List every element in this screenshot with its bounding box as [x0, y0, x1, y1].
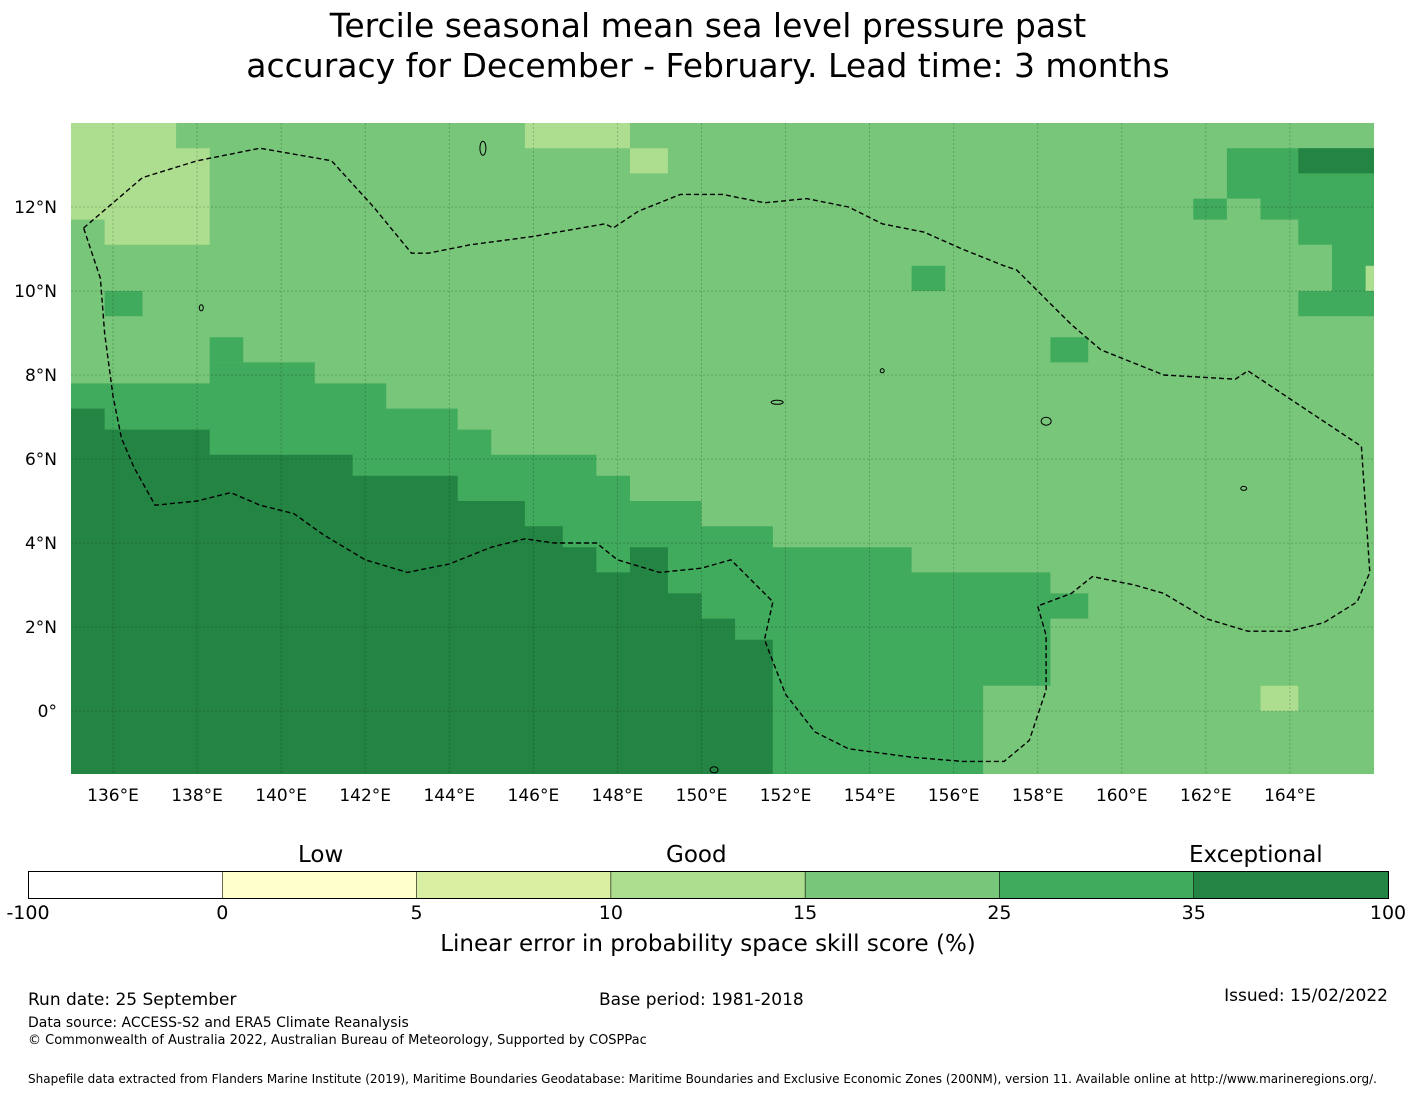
colorbar-bin: [999, 871, 1194, 899]
colorbar-tick-label: 25: [987, 902, 1012, 924]
x-tick-labels: 136°E 138°E 140°E 142°E 144°E 146°E 148°E 150°E…: [87, 786, 1316, 806]
x-tick-label: 150°E: [676, 786, 728, 806]
x-tick-label: 138°E: [171, 786, 223, 806]
skill-region-c35: [104, 148, 1374, 573]
x-tick-label: 160°E: [1096, 786, 1148, 806]
skill-map: 136°E 138°E 140°E 142°E 144°E 146°E 148°E 150°E…: [14, 123, 1374, 806]
island-outline: [479, 140, 487, 156]
title-line-1: Tercile seasonal mean sea level pressure…: [329, 6, 1087, 45]
category-exceptional: Exceptional: [1189, 842, 1323, 868]
colorbar: [28, 871, 1389, 899]
colorbar-bin: [610, 871, 806, 899]
skill-region-c100: [71, 408, 773, 774]
y-tick-label: 4°N: [25, 534, 57, 554]
island-outline: [198, 304, 204, 312]
x-tick-label: 136°E: [87, 786, 139, 806]
colorbar-tick-label: 15: [793, 902, 818, 924]
colorbar-label: Linear error in probability space skill …: [440, 931, 976, 957]
x-tick-label: 158°E: [1012, 786, 1064, 806]
y-tick-label: 10°N: [14, 282, 57, 302]
copyright: © Commonwealth of Australia 2022, Austra…: [28, 1033, 647, 1048]
skill-region-c15: [71, 123, 1374, 711]
colorbar-tick-label: 100: [1369, 902, 1407, 924]
island-outline: [709, 766, 719, 774]
island-outline: [1040, 416, 1052, 426]
island-outline: [770, 399, 784, 405]
x-tick-label: 154°E: [844, 786, 896, 806]
run-date: Run date: 25 September: [28, 990, 237, 1010]
colorbar-tick-label: 5: [410, 902, 423, 924]
island-outline: [879, 368, 885, 374]
skill-regions: [71, 123, 1374, 774]
y-tick-labels: 12°N 10°N 8°N 6°N 4°N 2°N 0°: [14, 198, 57, 722]
x-tick-label: 142°E: [339, 786, 391, 806]
y-tick-label: 12°N: [14, 198, 57, 218]
colorbar-bin: [805, 871, 1000, 899]
y-tick-label: 8°N: [25, 366, 57, 386]
issued-date: Issued: 15/02/2022: [1224, 986, 1388, 1006]
colorbar-tick-label: 10: [598, 902, 623, 924]
eez-boundary: [82, 147, 1371, 763]
base-period: Base period: 1981-2018: [599, 990, 804, 1010]
y-tick-label: 2°N: [25, 618, 57, 638]
colorbar-tick-label: 0: [216, 902, 229, 924]
colorbar-tick-label: -100: [6, 902, 50, 924]
data-source: Data source: ACCESS-S2 and ERA5 Climate …: [28, 1015, 409, 1031]
y-tick-label: 0°: [38, 702, 57, 722]
category-good: Good: [666, 842, 727, 868]
x-tick-label: 164°E: [1264, 786, 1316, 806]
colorbar-bin: [28, 871, 223, 899]
graticule: [71, 123, 1374, 774]
x-tick-label: 144°E: [423, 786, 475, 806]
x-tick-label: 152°E: [760, 786, 812, 806]
category-low: Low: [298, 842, 344, 868]
colorbar-bin: [416, 871, 611, 899]
shapefile-credit: Shapefile data extracted from Flanders M…: [28, 1072, 1377, 1086]
x-tick-label: 148°E: [592, 786, 644, 806]
x-tick-label: 156°E: [928, 786, 980, 806]
coastlines: [198, 140, 1248, 774]
y-tick-label: 6°N: [25, 450, 57, 470]
x-tick-label: 162°E: [1180, 786, 1232, 806]
colorbar-tick-label: 35: [1181, 902, 1206, 924]
colorbar-bin: [1193, 871, 1388, 899]
colorbar-bin: [222, 871, 417, 899]
chart-title: Tercile seasonal mean sea level pressure…: [0, 6, 1416, 86]
title-line-2: accuracy for December - February. Lead t…: [246, 46, 1170, 85]
x-tick-label: 140°E: [255, 786, 307, 806]
island-outline: [1240, 485, 1248, 491]
x-tick-label: 146°E: [508, 786, 560, 806]
